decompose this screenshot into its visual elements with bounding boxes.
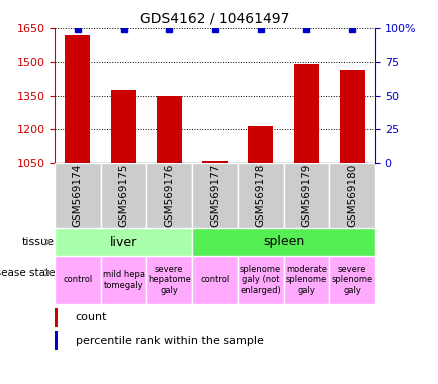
Bar xyxy=(65,35,90,163)
Text: splenome
galy (not
enlarged): splenome galy (not enlarged) xyxy=(240,265,281,295)
Bar xyxy=(55,331,58,350)
Text: GSM569174: GSM569174 xyxy=(73,164,83,227)
Text: GSM569175: GSM569175 xyxy=(119,164,129,227)
Bar xyxy=(329,256,375,304)
Bar xyxy=(283,256,329,304)
Bar xyxy=(55,228,192,256)
Text: control: control xyxy=(200,275,230,285)
Text: GSM569176: GSM569176 xyxy=(164,164,174,227)
Bar xyxy=(101,256,146,304)
Text: control: control xyxy=(63,275,92,285)
Bar xyxy=(111,90,136,163)
Title: GDS4162 / 10461497: GDS4162 / 10461497 xyxy=(140,12,290,25)
Bar xyxy=(55,163,101,228)
Text: GSM569178: GSM569178 xyxy=(256,164,266,227)
Text: liver: liver xyxy=(110,235,137,248)
Bar xyxy=(146,256,192,304)
Bar xyxy=(146,163,192,228)
Bar xyxy=(283,163,329,228)
Text: GSM569180: GSM569180 xyxy=(347,164,357,227)
Bar xyxy=(238,256,283,304)
Text: moderate
splenome
galy: moderate splenome galy xyxy=(286,265,327,295)
Text: spleen: spleen xyxy=(263,235,304,248)
Bar xyxy=(192,163,238,228)
Bar xyxy=(294,64,319,163)
Bar xyxy=(101,163,146,228)
Bar xyxy=(55,308,58,326)
Bar xyxy=(55,256,101,304)
Text: count: count xyxy=(76,312,107,322)
Bar xyxy=(202,161,228,163)
Bar xyxy=(339,70,365,163)
Bar xyxy=(238,163,283,228)
Text: tissue: tissue xyxy=(22,237,55,247)
Text: severe
hepatome
galy: severe hepatome galy xyxy=(148,265,191,295)
Text: mild hepa
tomegaly: mild hepa tomegaly xyxy=(102,270,145,290)
Bar xyxy=(192,228,375,256)
Text: GSM569177: GSM569177 xyxy=(210,164,220,227)
Text: disease state: disease state xyxy=(0,268,55,278)
Text: GSM569179: GSM569179 xyxy=(301,164,311,227)
Bar xyxy=(192,256,238,304)
Bar xyxy=(248,126,273,163)
Bar xyxy=(157,96,182,163)
Text: severe
splenome
galy: severe splenome galy xyxy=(332,265,373,295)
Text: percentile rank within the sample: percentile rank within the sample xyxy=(76,336,264,346)
Bar xyxy=(329,163,375,228)
